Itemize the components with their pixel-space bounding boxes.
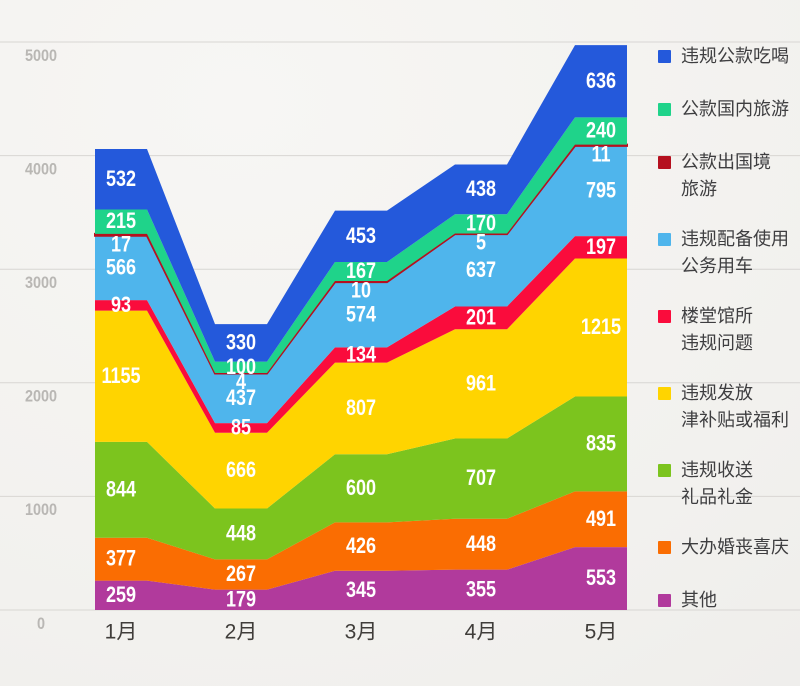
value-label: 179 — [226, 588, 256, 612]
value-label: 5 — [476, 231, 486, 255]
value-label: 4 — [236, 370, 247, 394]
area-series-5[interactable] — [95, 236, 627, 433]
value-label: 666 — [226, 459, 256, 483]
x-tick-label: 5月 — [585, 621, 618, 644]
value-label: 448 — [226, 522, 256, 546]
value-label: 10 — [351, 279, 371, 303]
value-label: 377 — [106, 547, 136, 571]
area-series-2[interactable] — [95, 117, 627, 374]
legend-label: 公款出国境 旅游 — [681, 152, 771, 199]
x-tick-label: 1月 — [105, 621, 138, 644]
legend-swatch-icon — [658, 156, 671, 169]
value-label: 600 — [346, 476, 376, 500]
value-label: 17 — [111, 233, 131, 257]
value-label: 574 — [346, 303, 377, 327]
value-label: 85 — [231, 416, 251, 440]
area-series-7[interactable] — [95, 396, 627, 560]
area-series-8[interactable] — [95, 491, 627, 590]
value-label: 167 — [346, 259, 376, 283]
value-label: 259 — [106, 583, 136, 607]
x-tick-label: 2月 — [225, 621, 258, 644]
legend-label: 违规配备使用 公务用车 — [681, 229, 789, 276]
legend-swatch-icon — [658, 233, 671, 246]
value-label: 844 — [106, 478, 137, 502]
value-label: 100 — [226, 355, 256, 379]
legend-label: 公款国内旅游 — [681, 99, 789, 119]
value-label: 134 — [346, 343, 377, 367]
value-label: 553 — [586, 567, 616, 591]
value-label: 11 — [591, 143, 610, 167]
value-label: 437 — [226, 386, 256, 410]
legend-label: 大办婚丧喜庆 — [681, 537, 789, 557]
value-label: 197 — [586, 235, 616, 259]
value-label: 240 — [586, 119, 616, 143]
legend-swatch-icon — [658, 594, 671, 607]
value-label: 448 — [466, 532, 496, 556]
y-tick-label: 3000 — [25, 274, 57, 292]
legend-swatch-icon — [658, 310, 671, 323]
legend-item-2[interactable]: 公款国内旅游 — [658, 96, 800, 123]
chart-legend: 违规公款吃喝 公款国内旅游公款出国境 旅游 违规配备使用 公务用车 楼堂馆所 违规问题 违规发… — [658, 43, 800, 640]
y-tick-label: 0 — [37, 615, 45, 633]
value-label: 267 — [226, 562, 256, 586]
legend-swatch-icon — [658, 541, 671, 554]
legend-item-9[interactable]: 其他 — [658, 587, 800, 614]
value-label: 215 — [106, 210, 136, 234]
area-series-9[interactable] — [95, 547, 627, 610]
legend-item-6[interactable]: 违规发放 津补贴或福利 — [658, 380, 800, 434]
value-label: 170 — [466, 212, 496, 236]
value-label: 93 — [111, 293, 131, 317]
y-tick-label: 4000 — [25, 160, 57, 178]
value-label: 707 — [466, 467, 496, 491]
area-series-1[interactable] — [95, 45, 627, 362]
legend-item-8[interactable]: 大办婚丧喜庆 — [658, 534, 800, 561]
x-tick-label: 4月 — [465, 621, 498, 644]
legend-item-5[interactable]: 楼堂馆所 违规问题 — [658, 303, 800, 357]
legend-item-4[interactable]: 违规配备使用 公务用车 — [658, 226, 800, 280]
value-label: 795 — [586, 179, 616, 203]
area-series-6[interactable] — [95, 258, 627, 509]
area-series-4[interactable] — [95, 145, 627, 424]
legend-item-7[interactable]: 违规收送 礼品礼金 — [658, 457, 800, 511]
x-tick-label: 3月 — [345, 621, 378, 644]
value-label: 330 — [226, 331, 256, 355]
legend-label: 违规发放 津补贴或福利 — [681, 383, 789, 430]
legend-swatch-icon — [658, 464, 671, 477]
legend-swatch-icon — [658, 103, 671, 116]
legend-swatch-icon — [658, 50, 671, 63]
value-label: 201 — [466, 306, 496, 330]
value-label: 532 — [106, 167, 136, 191]
value-label: 1215 — [581, 316, 621, 340]
value-label: 426 — [346, 535, 376, 559]
value-label: 566 — [106, 256, 136, 280]
legend-label: 其他 — [681, 590, 717, 610]
value-label: 355 — [466, 578, 496, 602]
value-label: 491 — [586, 507, 616, 531]
value-label: 637 — [466, 258, 496, 282]
value-label: 1155 — [101, 364, 140, 388]
value-label: 636 — [586, 69, 616, 93]
value-label: 453 — [346, 224, 376, 248]
legend-swatch-icon — [658, 387, 671, 400]
legend-item-3[interactable]: 公款出国境 旅游 — [658, 149, 800, 203]
value-label: 438 — [466, 177, 496, 201]
value-label: 807 — [346, 396, 376, 420]
y-tick-label: 1000 — [25, 501, 57, 519]
legend-label: 楼堂馆所 违规问题 — [681, 306, 753, 353]
legend-label: 违规公款吃喝 — [681, 46, 789, 66]
value-label: 835 — [586, 432, 616, 456]
legend-label: 违规收送 礼品礼金 — [681, 460, 753, 507]
y-tick-label: 5000 — [25, 47, 57, 65]
value-label: 345 — [346, 578, 376, 602]
legend-item-1[interactable]: 违规公款吃喝 — [658, 43, 800, 70]
value-label: 961 — [466, 372, 496, 396]
y-tick-label: 2000 — [25, 388, 57, 406]
